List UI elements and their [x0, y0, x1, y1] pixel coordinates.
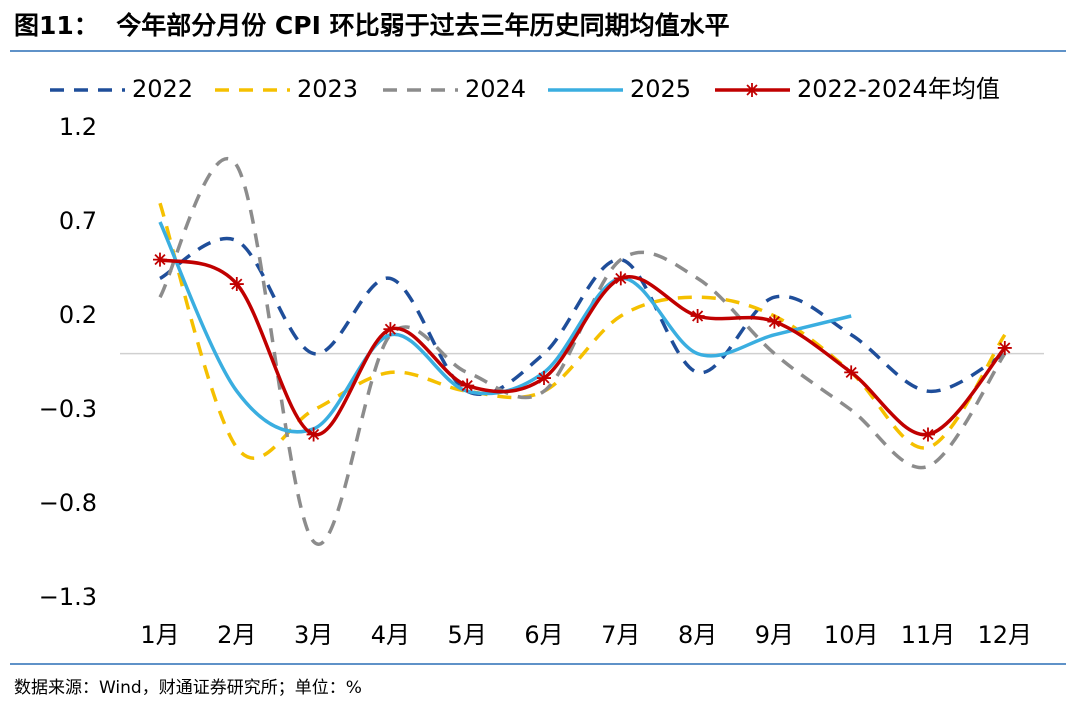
x-tick-label: 4月 [371, 621, 410, 649]
series-line [158, 221, 852, 434]
x-tick-label: 6月 [524, 621, 563, 649]
y-tick-label: 0.2 [59, 301, 97, 329]
marker [229, 277, 244, 292]
legend-label: 2022-2024年均值 [797, 75, 1000, 103]
marker [153, 252, 167, 267]
legend-marker [745, 83, 759, 97]
legend-label: 2024 [465, 75, 526, 103]
x-tick-label: 10月 [824, 621, 879, 649]
y-tick-label: 1.2 [59, 113, 97, 141]
x-tick-label: 3月 [294, 621, 333, 649]
marker [997, 340, 1012, 355]
marker [460, 378, 475, 393]
marker [844, 365, 859, 380]
x-tick-label: 2月 [217, 621, 256, 649]
series-line [159, 236, 1006, 397]
chart-title: 图11： 今年部分月份 CPI 环比弱于过去三年历史同期均值水平 [14, 11, 730, 40]
marker [306, 427, 321, 442]
x-tick-label: 5月 [448, 621, 487, 649]
x-tick-label: 9月 [755, 621, 794, 649]
marker [537, 371, 551, 386]
y-tick-label: −0.3 [39, 395, 97, 423]
marker [613, 271, 628, 286]
x-tick-label: 8月 [678, 621, 717, 649]
legend-label: 2023 [297, 75, 358, 103]
x-tick-label: 12月 [978, 621, 1033, 649]
marker [383, 322, 398, 337]
y-tick-label: −1.3 [39, 583, 97, 611]
series-line [159, 257, 1007, 437]
x-tick-label: 7月 [601, 621, 640, 649]
x-tick-label: 11月 [901, 621, 956, 649]
y-tick-label: 0.7 [59, 207, 97, 235]
legend-label: 2022 [132, 75, 193, 103]
marker [690, 309, 705, 323]
series-line [158, 202, 1007, 460]
marker [767, 314, 782, 329]
y-tick-label: −0.8 [39, 489, 97, 517]
marker [921, 427, 935, 442]
x-tick-label: 1月 [140, 621, 179, 649]
series-line [158, 156, 1007, 546]
legend-label: 2025 [630, 75, 691, 103]
source-note: 数据来源：Wind，财通证券研究所；单位：% [14, 678, 362, 698]
